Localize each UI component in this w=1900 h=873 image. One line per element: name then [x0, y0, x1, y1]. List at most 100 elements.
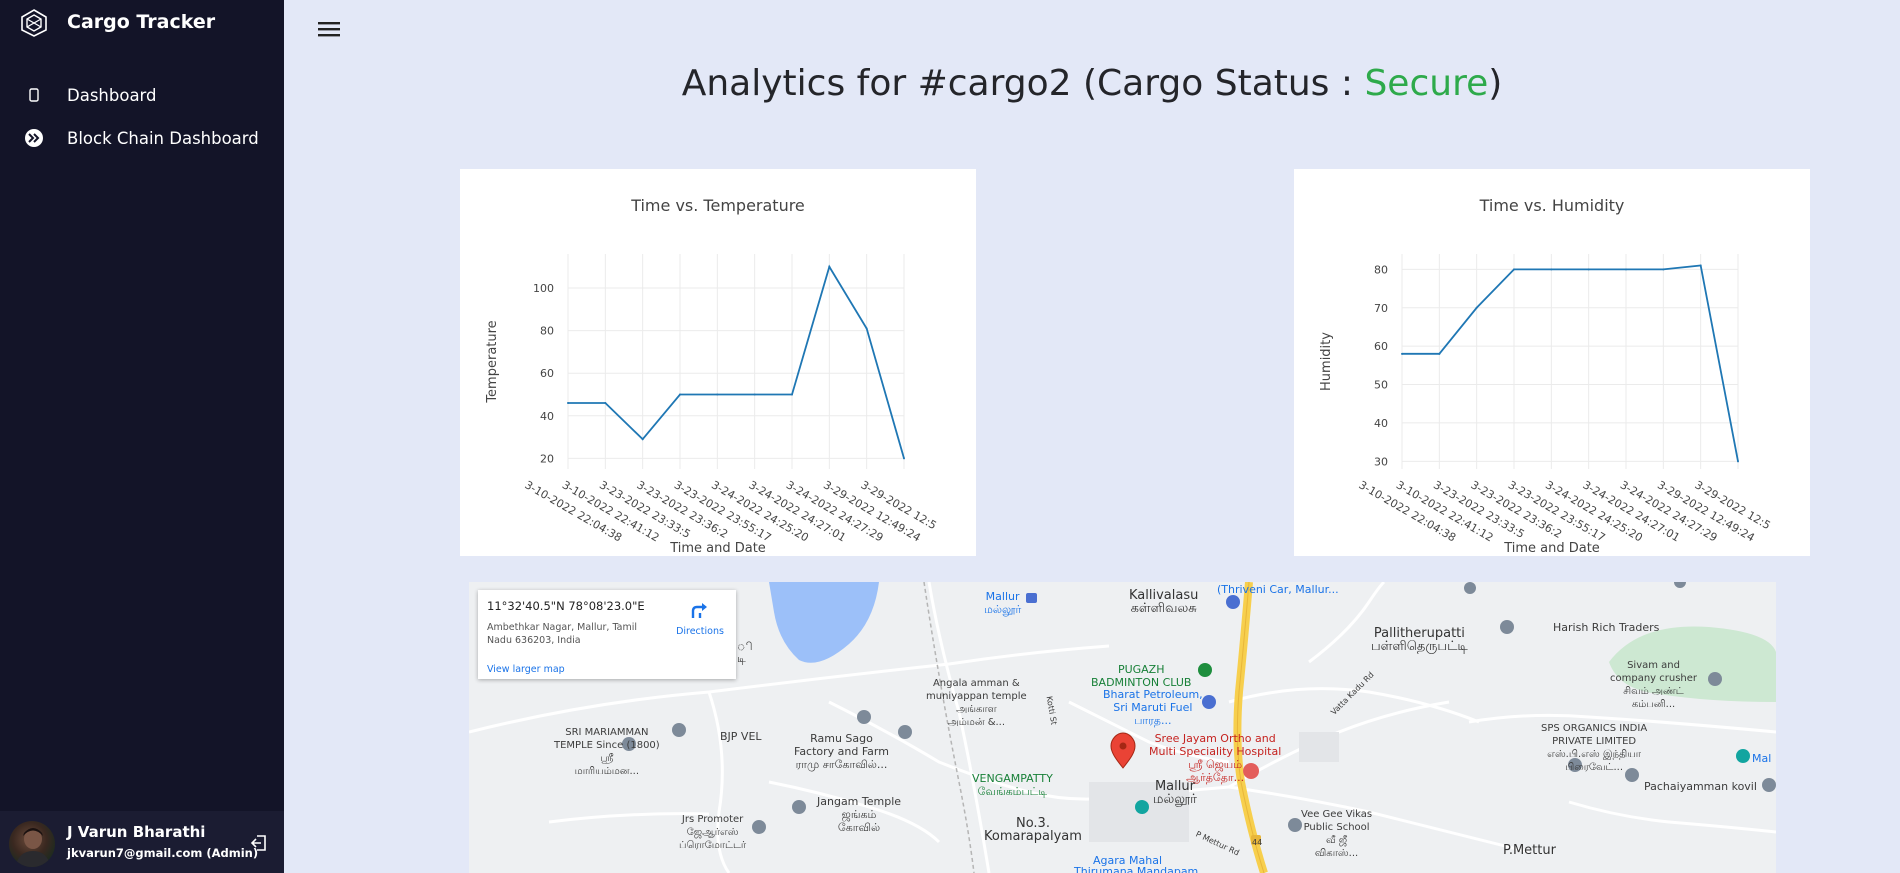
avatar[interactable]: [9, 821, 55, 867]
map-coordinates: 11°32'40.5"N 78°08'23.0"E: [487, 599, 645, 613]
map-label: Sivam and company crusher சிவம் அண்ட் கம்பன…: [1610, 660, 1698, 710]
directions-label: Directions: [676, 626, 724, 637]
chart-data-point: [865, 327, 868, 330]
chart-series-line: [1402, 264, 1739, 462]
sidebar: Cargo Tracker Dashboard Block Chain Dash…: [0, 0, 284, 873]
chart-data-point: [716, 393, 719, 396]
app-name: Cargo Tracker: [67, 11, 216, 33]
status-badge: Secure: [1364, 63, 1489, 104]
chart-data-point: [828, 265, 831, 268]
y-tick-label: 20: [540, 452, 554, 465]
map-label: (Thriveni Car, Mallur...: [1217, 583, 1339, 596]
chart-series-line: [568, 264, 905, 459]
page-title: Analytics for #cargo2 (Cargo Status : Se…: [284, 63, 1900, 104]
map-label: ி: [737, 640, 753, 653]
user-email: jkvarun7@gmail.com (Admin): [67, 846, 259, 860]
chart-data-point: [1662, 268, 1665, 271]
tablet-icon: [24, 85, 44, 105]
directions-button[interactable]: Directions: [674, 600, 726, 637]
chart-data-point: [791, 393, 793, 396]
y-tick-label: 50: [1374, 379, 1388, 392]
chart-data-point: [679, 393, 681, 396]
map-label: VENGAMPATTY வேங்கம்பட்டி: [972, 772, 1053, 798]
map-label: Pallitherupatti பள்ளிதெருபட்டி: [1371, 626, 1468, 654]
sidebar-item-block-chain-dashboard[interactable]: Block Chain Dashboard: [0, 118, 284, 158]
map-canvas[interactable]: [469, 582, 1776, 873]
menu-toggle-button[interactable]: [318, 19, 340, 39]
chart-data-point: [1438, 352, 1441, 355]
x-axis-label: Time and Date: [669, 541, 766, 556]
map-label: PUGAZH BADMINTON CLUB: [1091, 663, 1192, 689]
y-tick-label: 60: [540, 367, 554, 380]
y-axis-label: Humidity: [1319, 332, 1334, 391]
humidity-chart-card: Time vs. Humidity 30 40 50 60 70 80 3-10-2022 2…: [1294, 169, 1810, 556]
map-label: Sree Jayam Ortho and Multi Speciality Hos…: [1149, 732, 1282, 784]
chart-data-point: [903, 457, 905, 460]
y-tick-label: 60: [1374, 340, 1388, 353]
map-label: 44: [1252, 838, 1263, 847]
map-label: Thirumana Mandapam: [1074, 865, 1199, 873]
map-label: Bharat Petroleum, Sri Maruti Fuel பாரத...: [1103, 688, 1203, 727]
y-tick-label: 40: [540, 410, 554, 423]
hamburger-icon: [318, 22, 340, 37]
map-label: Kallivalasu கள்ளிவலசு: [1129, 588, 1199, 616]
map-label: Vee Gee Vikas Public School வீ ஜீ விகாஸ்...: [1301, 809, 1373, 859]
y-tick-label: 70: [1374, 302, 1388, 315]
map-label: P.Mettur: [1503, 843, 1556, 858]
map-label: Jangam Temple ஜங்கம் கோவில்: [817, 795, 902, 834]
chart-data-point: [1513, 268, 1515, 271]
logout-button[interactable]: [249, 833, 269, 853]
chevrons-icon: [24, 128, 44, 148]
chart-data-point: [641, 438, 644, 441]
y-tick-label: 30: [1374, 455, 1388, 468]
temperature-chart[interactable]: Time vs. Temperature204060801003-10-2022…: [460, 169, 976, 556]
logo-icon: [21, 9, 47, 37]
chart-data-point: [1699, 264, 1702, 267]
chart-data-point: [1550, 268, 1553, 271]
y-tick-label: 80: [540, 325, 554, 338]
chart-data-point: [1475, 306, 1478, 309]
user-profile: J Varun Bharathi jkvarun7@gmail.com (Adm…: [0, 811, 284, 873]
page-title-prefix: Analytics for #cargo2 (Cargo Status :: [681, 63, 1365, 104]
x-axis-label: Time and Date: [1503, 541, 1600, 556]
map-label: SPS ORGANICS INDIA PRIVATE LIMITED எஸ்.பி.…: [1541, 723, 1648, 773]
map-info-card: 11°32'40.5"N 78°08'23.0"E Ambethkar Naga…: [478, 590, 736, 679]
map-label: Agara Mahal: [1093, 854, 1163, 867]
map-label: Pachaiyamman kovil: [1644, 780, 1757, 793]
map-label: Ramu Sago Factory and Farm ராமு சாகோவில்..…: [794, 732, 889, 771]
map-label: BJP VEL: [720, 730, 762, 743]
brand[interactable]: Cargo Tracker: [20, 9, 215, 37]
chart-title: Time vs. Humidity: [1479, 196, 1625, 215]
chart-data-point: [1737, 460, 1739, 463]
chart-data-point: [1625, 268, 1627, 271]
map-label: Mallur மல்லூர்: [984, 590, 1022, 616]
location-map[interactable]: Mallur மல்லூர் Kallivalasu கள்ளிவலசு (Thri…: [469, 582, 1776, 873]
page-title-suffix: ): [1488, 63, 1503, 104]
map-label: No.3. Komarapalyam: [984, 816, 1082, 844]
sidebar-item-label: Dashboard: [67, 85, 157, 105]
map-label: SRI MARIAMMAN TEMPLE Since (1800) ஸ்ரீ மாரி…: [554, 727, 660, 777]
map-label: டி: [737, 652, 746, 665]
map-label: Harish Rich Traders: [1553, 621, 1660, 634]
directions-icon: [691, 603, 707, 618]
chart-data-point: [753, 393, 756, 396]
sidebar-item-dashboard[interactable]: Dashboard: [0, 75, 284, 115]
map-label: Jrs Promoter ஜேஆர்எஸ் ப்ரொமோட்டர்: [679, 814, 747, 851]
chart-data-point: [1587, 268, 1590, 271]
chart-data-point: [567, 402, 569, 405]
map-label: Mal: [1752, 752, 1772, 765]
chart-data-point: [1401, 352, 1403, 355]
map-label: Angala amman & muniyappan temple அங்காள அம்…: [926, 678, 1027, 728]
y-tick-label: 80: [1374, 263, 1388, 276]
user-name: J Varun Bharathi: [67, 823, 206, 841]
y-tick-label: 40: [1374, 417, 1388, 430]
chart-title: Time vs. Temperature: [630, 196, 805, 215]
y-axis-label: Temperature: [485, 320, 500, 403]
sidebar-item-label: Block Chain Dashboard: [67, 128, 259, 148]
view-larger-map-link[interactable]: View larger map: [487, 664, 565, 675]
y-tick-label: 100: [533, 282, 554, 295]
temperature-chart-card: Time vs. Temperature 20 40 60 80 100 3-10-2022…: [460, 169, 976, 556]
chart-data-point: [604, 402, 607, 405]
logout-icon: [250, 835, 266, 851]
